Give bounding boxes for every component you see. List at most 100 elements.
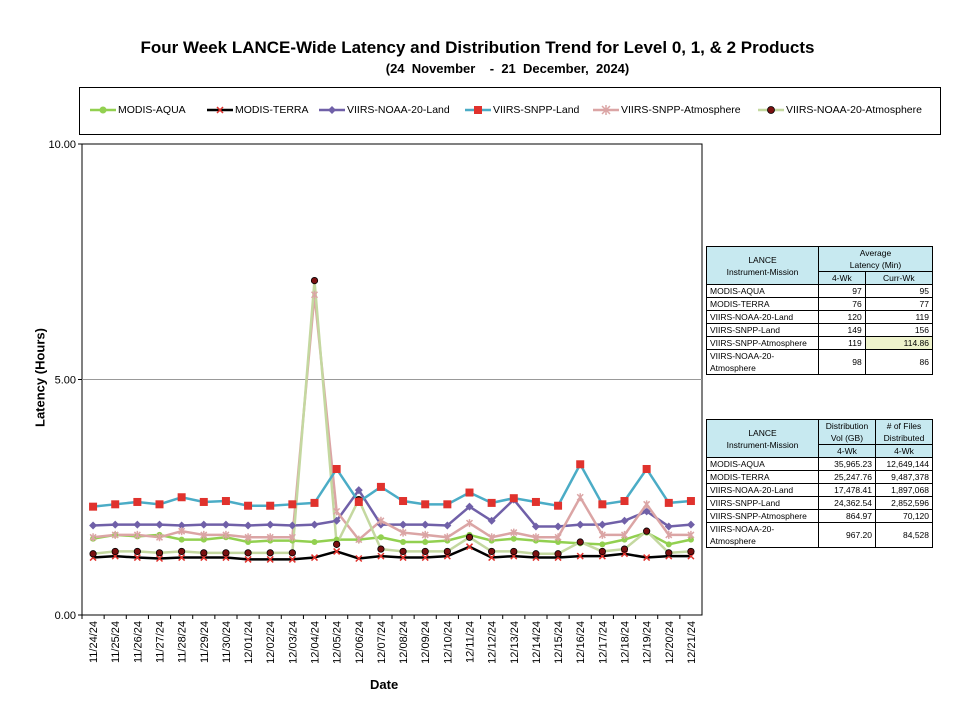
table-row: VIIRS-NOAA-20-Atmosphere 98 86 xyxy=(706,349,934,375)
chart-title: Four Week LANCE-Wide Latency and Distrib… xyxy=(140,38,815,57)
data-point xyxy=(443,533,451,542)
data-point xyxy=(133,547,141,556)
data-point xyxy=(532,550,540,558)
data-point xyxy=(399,554,407,562)
y-tick-label: 10.00 xyxy=(48,139,76,151)
latency-header-mission: LANCE Instrument-Mission xyxy=(706,246,819,285)
series-line xyxy=(92,531,692,546)
x-axis-label: Date xyxy=(370,677,399,692)
data-point xyxy=(244,521,253,530)
data-point xyxy=(421,500,430,509)
data-point xyxy=(465,488,474,497)
data-point xyxy=(333,547,341,555)
x-tick-label: 12/13/24 xyxy=(509,621,521,664)
data-point xyxy=(377,545,385,553)
data-point xyxy=(422,538,429,545)
data-point xyxy=(665,541,672,548)
data-point xyxy=(133,520,142,529)
data-point xyxy=(178,527,186,536)
latency-header-average: Average Latency (Min) xyxy=(818,246,933,272)
data-point xyxy=(310,290,319,299)
table-row: VIIRS-SNPP-Land 24,362.54 2,852,596 xyxy=(706,496,934,510)
data-point xyxy=(244,555,252,563)
data-point xyxy=(200,549,208,557)
data-point xyxy=(487,516,496,525)
data-point xyxy=(421,554,429,562)
data-point xyxy=(89,533,97,542)
data-point xyxy=(510,535,517,542)
data-point xyxy=(333,507,341,516)
data-point xyxy=(310,554,319,562)
x-tick-label: 12/14/24 xyxy=(531,621,543,664)
data-point xyxy=(377,516,385,525)
data-point xyxy=(266,549,274,557)
data-point xyxy=(178,536,185,543)
series-line xyxy=(92,294,691,542)
x-tick-label: 11/28/24 xyxy=(177,621,189,663)
x-tick-label: 12/02/24 xyxy=(265,621,277,664)
data-point xyxy=(244,533,252,542)
data-point xyxy=(620,530,629,539)
row-files: 12,649,144 xyxy=(874,457,934,471)
x-tick-label: 12/07/24 xyxy=(376,621,388,664)
data-point xyxy=(222,530,230,539)
data-point xyxy=(244,549,252,557)
row-name: VIIRS-SNPP-Atmosphere xyxy=(706,509,819,523)
data-point xyxy=(133,554,141,562)
x-tick-label: 12/08/24 xyxy=(398,621,410,664)
data-point xyxy=(266,501,275,510)
data-point xyxy=(554,501,563,510)
table-row: MODIS-TERRA 25,247.76 9,487,378 xyxy=(706,470,934,484)
data-point xyxy=(554,550,562,558)
x-tick-label: 12/20/24 xyxy=(664,621,676,664)
data-point xyxy=(288,500,297,509)
data-point xyxy=(355,535,363,544)
series-line xyxy=(92,545,691,561)
latency-sub-4wk: 4-Wk xyxy=(818,271,866,285)
data-point xyxy=(620,497,629,506)
row-4wk: 97 xyxy=(818,284,866,298)
data-point xyxy=(598,500,607,509)
row-files: 9,487,378 xyxy=(874,470,934,484)
data-point xyxy=(111,530,119,539)
data-point xyxy=(133,497,142,506)
table-row: VIIRS-NOAA-20-Land 120 119 xyxy=(706,310,934,324)
table-row: MODIS-AQUA 35,965.23 12,649,144 xyxy=(706,457,934,471)
table-row: VIIRS-SNPP-Atmosphere 119 114.86 xyxy=(706,336,934,350)
row-name: VIIRS-SNPP-Atmosphere xyxy=(706,336,819,350)
row-name: MODIS-TERRA xyxy=(706,470,819,484)
chart-subtitle: (24 November - 21 December, 2024) xyxy=(385,61,630,76)
data-point xyxy=(643,527,651,535)
row-files: 2,852,596 xyxy=(874,496,934,510)
table-row: VIIRS-SNPP-Atmosphere 864.97 70,120 xyxy=(706,509,934,523)
data-point xyxy=(686,520,695,529)
x-tick-label: 12/03/24 xyxy=(287,621,299,664)
table-row: VIIRS-NOAA-20-Atmosphere 967.20 84,528 xyxy=(706,522,934,548)
data-point xyxy=(465,502,474,511)
legend-label: VIIRS-NOAA-20-Atmosphere xyxy=(786,104,922,116)
x-tick-label: 11/27/24 xyxy=(155,621,167,663)
data-point xyxy=(421,520,430,529)
data-point xyxy=(377,552,385,560)
row-name: VIIRS-NOAA-20-Land xyxy=(706,483,819,497)
data-point xyxy=(642,464,651,473)
row-vol: 25,247.76 xyxy=(818,470,876,484)
chart-legend: MODIS-AQUA MODIS-TERRA VIIRS-NOAA-20-Lan… xyxy=(79,87,941,135)
data-point xyxy=(111,547,119,556)
data-point xyxy=(488,547,496,556)
latency-sub-curr: Curr-Wk xyxy=(864,271,934,285)
data-point xyxy=(155,554,164,563)
data-point xyxy=(443,521,452,530)
data-point xyxy=(111,500,120,509)
x-tick-label: 12/10/24 xyxy=(442,621,454,664)
data-point xyxy=(642,507,651,516)
data-point xyxy=(155,500,164,509)
series-line xyxy=(93,487,692,528)
data-point xyxy=(576,460,585,469)
x-tick-label: 12/11/24 xyxy=(465,621,477,663)
data-point xyxy=(288,549,296,557)
series-line xyxy=(92,280,692,556)
data-point xyxy=(599,541,606,548)
data-point xyxy=(664,498,673,507)
dist-sub-files: 4-Wk xyxy=(874,444,934,458)
